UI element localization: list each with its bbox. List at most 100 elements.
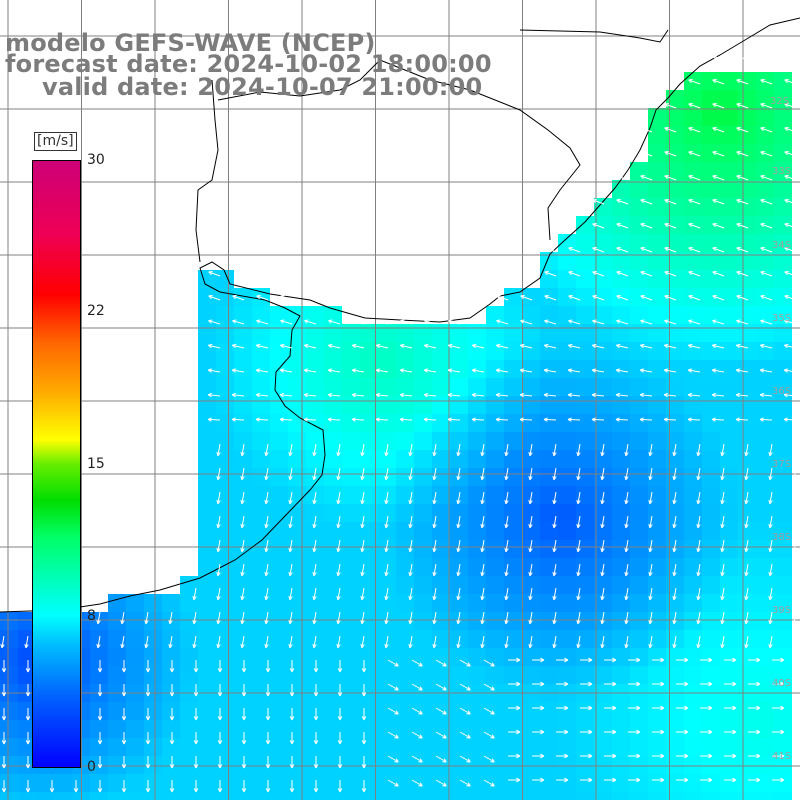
lat-label: 41S [772, 751, 792, 762]
wind-arrow [580, 729, 593, 735]
wind-arrow [456, 491, 461, 505]
wind-arrow [432, 467, 437, 481]
wind-cell [774, 702, 792, 720]
wind-cell [630, 252, 648, 270]
wind-arrow [736, 246, 749, 253]
wind-cell [756, 738, 774, 756]
wind-cell [738, 306, 756, 324]
wind-arrow [336, 635, 341, 649]
wind-cell [522, 540, 540, 558]
wind-cell [234, 288, 252, 306]
wind-cell [396, 738, 414, 756]
wind-cell [540, 324, 558, 342]
wind-cell [378, 504, 396, 522]
wind-arrow [591, 392, 605, 398]
wind-arrow [384, 563, 389, 577]
wind-cell [540, 414, 558, 432]
wind-arrow [96, 635, 101, 649]
wind-cell [774, 594, 792, 612]
wind-cell [252, 630, 270, 648]
wind-cell [558, 558, 576, 576]
wind-arrow [411, 779, 423, 787]
wind-arrow [580, 705, 593, 711]
wind-cell [216, 306, 234, 324]
wind-cell [702, 414, 720, 432]
wind-arrow [456, 635, 461, 649]
wind-arrow [720, 467, 725, 481]
wind-cell [576, 504, 594, 522]
wind-cell [180, 594, 198, 612]
wind-arrow [192, 611, 197, 625]
wind-arrow [783, 417, 797, 422]
wind-cell [540, 504, 558, 522]
wind-arrow [604, 657, 617, 663]
wind-arrow [265, 708, 271, 721]
wind-cell [612, 738, 630, 756]
wind-arrow [760, 294, 773, 301]
wind-cell [594, 648, 612, 666]
wind-arrow [600, 587, 605, 601]
wind-cell [612, 396, 630, 414]
wind-cell [252, 378, 270, 396]
wind-arrow [784, 78, 797, 85]
wind-arrow [615, 417, 629, 422]
wind-arrow [255, 392, 269, 398]
wind-cell [702, 522, 720, 540]
wind-arrow [312, 563, 317, 577]
wind-arrow [288, 443, 293, 457]
wind-cell [540, 432, 558, 450]
wind-arrow [264, 587, 269, 601]
wind-arrow [387, 683, 399, 691]
wind-arrow [313, 684, 319, 697]
wind-cell [576, 450, 594, 468]
wind-cell [252, 306, 270, 324]
wind-cell [234, 450, 252, 468]
wind-arrow [528, 563, 533, 577]
wind-arrow [696, 563, 701, 577]
wind-arrow [456, 563, 461, 577]
wind-cell [666, 342, 684, 360]
wind-arrow [696, 635, 701, 649]
wind-arrow [768, 467, 773, 481]
wind-cell [126, 720, 144, 738]
wind-cell [684, 90, 702, 108]
wind-arrow [736, 102, 749, 109]
wind-arrow [543, 368, 557, 373]
wind-cell [234, 720, 252, 738]
wind-arrow [696, 611, 701, 625]
wind-cell [324, 504, 342, 522]
wind-cell [90, 792, 108, 800]
wind-cell [702, 180, 720, 198]
wind-cell [378, 450, 396, 468]
wind-cell [576, 612, 594, 630]
wind-cell [360, 378, 378, 396]
wind-cell [540, 558, 558, 576]
wind-arrow [760, 174, 773, 181]
wind-cell [702, 648, 720, 666]
wind-cell [270, 522, 288, 540]
wind-arrow [552, 443, 557, 457]
wind-cell [558, 720, 576, 738]
wind-cell [612, 486, 630, 504]
wind-arrow [568, 270, 581, 277]
wind-arrow [760, 54, 773, 61]
wind-cell [756, 576, 774, 594]
wind-cell [342, 702, 360, 720]
wind-cell [432, 432, 450, 450]
wind-arrow [216, 467, 221, 481]
wind-cell [90, 648, 108, 666]
wind-cell [702, 432, 720, 450]
wind-cell [288, 648, 306, 666]
wind-cell [414, 576, 432, 594]
wind-arrow [615, 392, 629, 398]
wind-arrow [387, 707, 399, 715]
wind-cell [720, 216, 738, 234]
wind-arrow [768, 491, 773, 505]
wind-arrow [676, 705, 689, 711]
wind-arrow [504, 563, 509, 577]
wind-arrow [688, 222, 701, 229]
wind-cell [648, 756, 666, 774]
wind-cell [486, 522, 504, 540]
wind-cell [522, 378, 540, 396]
wind-arrow [208, 319, 221, 325]
